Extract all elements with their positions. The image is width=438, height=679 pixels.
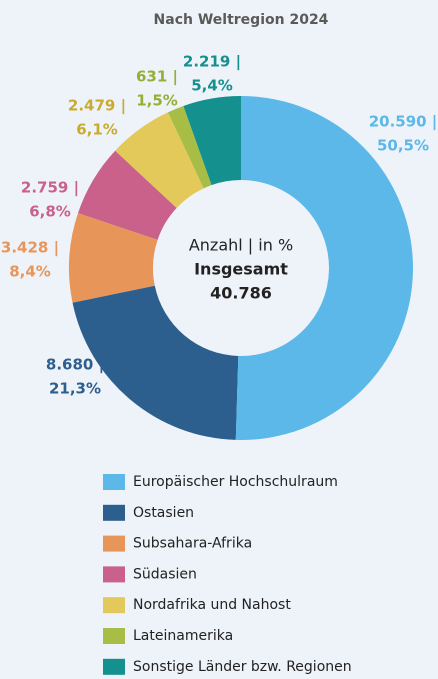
percent-label: 50,5% — [377, 137, 429, 155]
legend-label: Ostasien — [133, 505, 194, 521]
donut-slice — [69, 213, 158, 303]
legend-swatch — [103, 474, 125, 490]
chart-title: Nach Weltregion 2024 — [154, 12, 329, 28]
value-label: 631 | — [136, 68, 178, 87]
value-label: 3.428 | — [1, 239, 59, 258]
legend-swatch — [103, 658, 125, 675]
donut-slice — [235, 96, 413, 440]
donut-slice — [167, 105, 212, 189]
donut-slice — [77, 150, 177, 240]
percent-label: 21,3% — [49, 380, 101, 398]
legend-swatch — [103, 504, 125, 521]
percent-label: 8,4% — [9, 263, 51, 281]
donut-slice — [72, 285, 239, 440]
legend-label: Europäischer Hochschulraum — [133, 474, 338, 490]
value-label: 20.590 | — [369, 113, 438, 132]
legend-label: Nordafrika und Nahost — [133, 597, 291, 613]
legend-label: Sonstige Länder bzw. Regionen — [133, 659, 352, 675]
donut-slice — [115, 112, 204, 209]
percent-label: 1,5% — [136, 92, 178, 110]
value-label: 8.680 | — [46, 356, 104, 375]
value-label: 2.479 | — [68, 97, 126, 116]
legend-swatch — [103, 628, 125, 644]
legend-swatch — [103, 535, 125, 552]
percent-label: 6,1% — [76, 121, 118, 139]
legend-label: Südasien — [133, 566, 197, 582]
legend-label: Lateinamerika — [133, 628, 233, 644]
legend-label: Subsahara-Afrika — [133, 536, 252, 552]
center-label: Insgesamt — [194, 260, 288, 279]
center-label: Anzahl | in % — [189, 236, 293, 255]
donut-slice — [183, 96, 241, 186]
legend-swatch — [103, 566, 125, 583]
value-label: 2.759 | — [21, 179, 79, 198]
percent-label: 5,4% — [191, 77, 233, 95]
legend-swatch — [103, 597, 125, 614]
center-total: 40.786 — [210, 284, 272, 303]
value-label: 2.219 | — [183, 53, 241, 72]
percent-label: 6,8% — [29, 203, 71, 221]
